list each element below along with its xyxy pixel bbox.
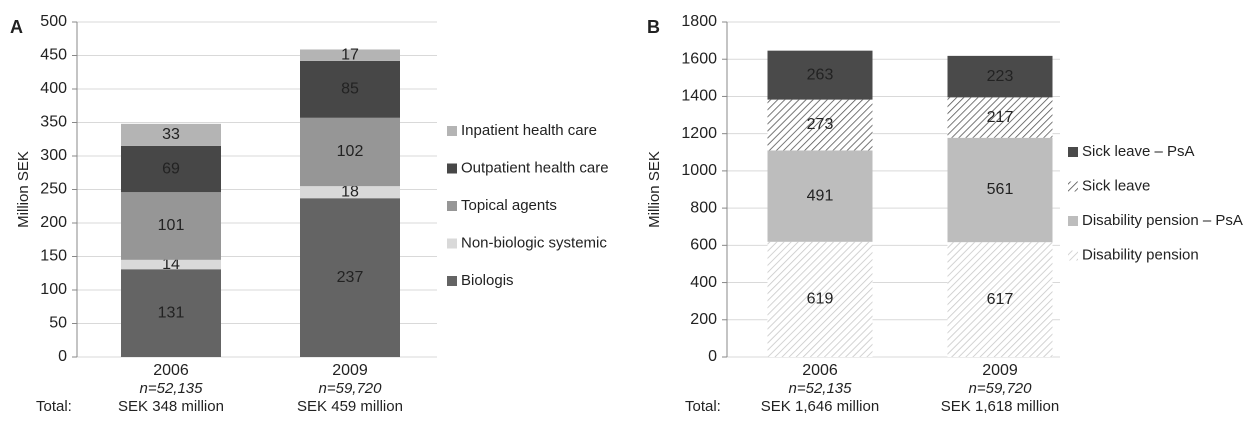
legend-label: Disability pension – PsA — [1082, 212, 1243, 229]
bar-segment — [121, 145, 221, 193]
bar-segment — [767, 99, 873, 151]
bar-segment — [767, 150, 873, 242]
y-axis-title: Million SEK — [646, 151, 663, 228]
data-label: 69 — [162, 160, 180, 177]
legend-label: Biologis — [461, 272, 514, 289]
y-tick-label: 450 — [40, 47, 67, 64]
data-label: 491 — [807, 187, 834, 204]
x-tick-label: 2006 — [802, 362, 838, 379]
y-tick-label: 1400 — [681, 88, 717, 105]
legend-swatch — [447, 201, 457, 211]
sample-size: n=52,135 — [140, 380, 204, 397]
data-label: 617 — [987, 291, 1014, 308]
panel-label: A — [10, 17, 23, 37]
y-tick-label: 1600 — [681, 50, 717, 67]
bar-segment — [300, 198, 400, 357]
y-tick-label: 0 — [58, 348, 67, 365]
y-tick-label: 150 — [40, 248, 67, 265]
y-tick-label: 800 — [690, 199, 717, 216]
legend-swatch — [447, 276, 457, 286]
y-tick-label: 100 — [40, 281, 67, 298]
y-tick-label: 1200 — [681, 125, 717, 142]
data-label: 131 — [158, 304, 185, 321]
bar-segment — [767, 241, 873, 357]
data-label: 14 — [162, 256, 180, 273]
bar-segment — [947, 137, 1053, 243]
y-tick-label: 200 — [40, 214, 67, 231]
bar-segment — [121, 259, 221, 270]
legend-swatch — [447, 163, 457, 174]
data-label: 217 — [987, 109, 1014, 126]
bar-segment — [121, 123, 221, 146]
y-tick-label: 50 — [49, 315, 67, 332]
data-label: 237 — [337, 269, 364, 286]
x-tick-label: 2009 — [332, 362, 368, 379]
data-label: 223 — [987, 68, 1014, 85]
totals-caption: Total: — [36, 398, 72, 415]
y-tick-label: 400 — [690, 274, 717, 291]
y-tick-label: 500 — [40, 13, 67, 30]
bar-segment — [121, 269, 221, 357]
data-label: 102 — [337, 143, 364, 160]
bar-segment — [947, 55, 1053, 98]
y-tick-label: 300 — [40, 147, 67, 164]
total-label: SEK 459 million — [297, 398, 403, 415]
legend-label: Inpatient health care — [461, 122, 597, 139]
data-label: 561 — [987, 181, 1014, 198]
legend-label: Topical agents — [461, 197, 557, 214]
bar-segment — [300, 49, 400, 61]
sample-size: n=59,720 — [319, 380, 383, 397]
legend-label: Sick leave — [1082, 177, 1150, 194]
total-label: SEK 1,618 million — [941, 398, 1059, 415]
legend-swatch — [1068, 216, 1078, 226]
y-tick-label: 1000 — [681, 162, 717, 179]
total-label: SEK 1,646 million — [761, 398, 879, 415]
legend-swatch — [1068, 147, 1078, 157]
sample-size: n=52,135 — [789, 380, 853, 397]
legend-label: Disability pension — [1082, 246, 1199, 263]
bar-segment — [121, 192, 221, 260]
y-axis-title: Million SEK — [15, 151, 32, 228]
y-tick-label: 600 — [690, 237, 717, 254]
y-tick-label: 400 — [40, 80, 67, 97]
bar-segment — [947, 97, 1053, 138]
bar-segment — [767, 50, 873, 100]
sample-size: n=59,720 — [969, 380, 1033, 397]
legend-label: Sick leave – PsA — [1082, 143, 1195, 160]
x-tick-label: 2009 — [982, 362, 1018, 379]
data-label: 619 — [807, 291, 834, 308]
data-label: 18 — [341, 183, 359, 200]
data-label: 17 — [341, 46, 359, 63]
legend-swatch — [1068, 250, 1078, 261]
data-label: 101 — [158, 217, 185, 234]
total-label: SEK 348 million — [118, 398, 224, 415]
y-tick-label: 0 — [708, 348, 717, 365]
panel-label: B — [647, 17, 660, 37]
y-tick-label: 250 — [40, 181, 67, 198]
legend-label: Non-biologic systemic — [461, 234, 607, 251]
legend-swatch — [447, 238, 457, 249]
y-tick-label: 200 — [690, 311, 717, 328]
bar-segment — [947, 242, 1053, 357]
legend-label: Outpatient health care — [461, 159, 609, 176]
y-tick-label: 350 — [40, 114, 67, 131]
legend-swatch — [1068, 181, 1078, 192]
data-label: 85 — [341, 81, 359, 98]
y-tick-label: 1800 — [681, 13, 717, 30]
bar-segment — [300, 60, 400, 118]
data-label: 273 — [807, 116, 834, 133]
bar-segment — [300, 117, 400, 187]
data-label: 33 — [162, 126, 180, 143]
totals-caption: Total: — [685, 398, 721, 415]
data-label: 263 — [807, 66, 834, 83]
bar-segment — [300, 186, 400, 199]
legend-swatch — [447, 126, 457, 136]
x-tick-label: 2006 — [153, 362, 189, 379]
